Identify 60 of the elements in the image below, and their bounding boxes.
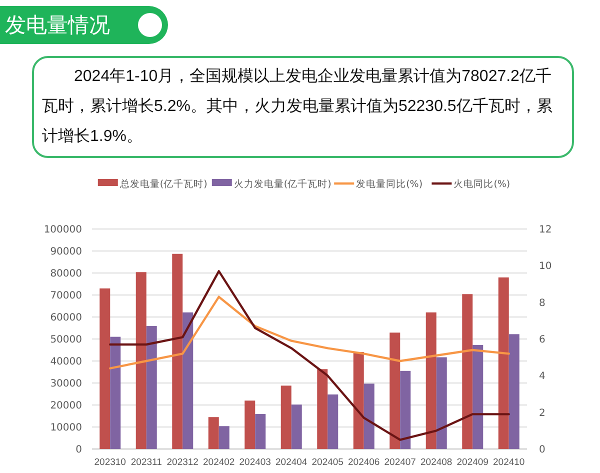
bar [218, 426, 230, 449]
bar [426, 312, 436, 449]
y-tick-label: 70000 [50, 290, 82, 302]
bar [146, 326, 157, 449]
chart-title: 发电量情况 [5, 12, 110, 39]
legend-label: 火电同比(%) [454, 178, 510, 190]
x-tick-label: 202310 [94, 457, 126, 468]
y-tick-label: 40000 [50, 356, 82, 368]
y-tick-label: 0 [76, 444, 82, 456]
x-tick-label: 202408 [420, 457, 452, 468]
chart-subtitle: 2024年1-10月，全国规模以上发电企业发电量累计值为78027.2亿千瓦时，累计增长5.2%。其中，火力发电量累计值为52230.5亿千瓦时，累计增长1.9%。 [32, 56, 574, 158]
x-tick-label: 202403 [239, 457, 271, 468]
bar [100, 288, 110, 449]
y-tick-label: 30000 [50, 378, 82, 390]
bar [328, 394, 338, 449]
y2-tick-label: 0 [539, 444, 546, 456]
x-tick-label: 202410 [493, 457, 525, 468]
bar [255, 414, 266, 449]
x-tick-label: 202312 [166, 457, 198, 468]
x-tick-label: 202406 [348, 457, 380, 468]
y-tick-label: 80000 [50, 268, 82, 280]
x-tick-label: 202402 [203, 457, 235, 468]
y2-tick-label: 8 [539, 298, 546, 309]
bar [291, 404, 302, 449]
y-tick-label: 90000 [50, 246, 82, 258]
bar [353, 352, 364, 449]
legend-label: 总发电量(亿千瓦时) [118, 178, 208, 190]
bar [182, 312, 194, 449]
y-tick-label: 20000 [50, 400, 82, 412]
bar [462, 294, 473, 449]
bar [436, 357, 447, 449]
y2-tick-label: 2 [539, 408, 546, 419]
bar [472, 344, 484, 449]
bar [280, 386, 292, 449]
y-tick-label: 60000 [50, 312, 82, 324]
bar [244, 400, 256, 449]
bar [110, 336, 121, 449]
bar [364, 384, 374, 449]
y2-tick-label: 10 [539, 261, 552, 272]
bar [390, 332, 400, 449]
bar [400, 370, 411, 449]
y2-tick-label: 4 [539, 371, 546, 382]
bar [208, 417, 219, 449]
y2-tick-label: 12 [539, 224, 552, 236]
bar [136, 272, 146, 449]
bar [508, 334, 520, 449]
x-tick-label: 202409 [456, 457, 488, 468]
bar [317, 369, 328, 449]
x-tick-label: 202407 [384, 457, 416, 468]
y-tick-label: 50000 [50, 334, 82, 346]
legend-label: 火力发电量(亿千瓦时) [234, 178, 332, 190]
y2-tick-label: 6 [539, 334, 546, 346]
x-tick-label: 202311 [130, 457, 162, 468]
bar [498, 277, 509, 449]
x-tick-label: 202405 [312, 457, 344, 468]
y-tick-label: 100000 [44, 224, 82, 236]
legend-label: 发电量同比(%) [356, 178, 423, 190]
x-tick-label: 202404 [276, 457, 308, 468]
y-tick-label: 10000 [50, 422, 82, 434]
bar [172, 254, 183, 449]
